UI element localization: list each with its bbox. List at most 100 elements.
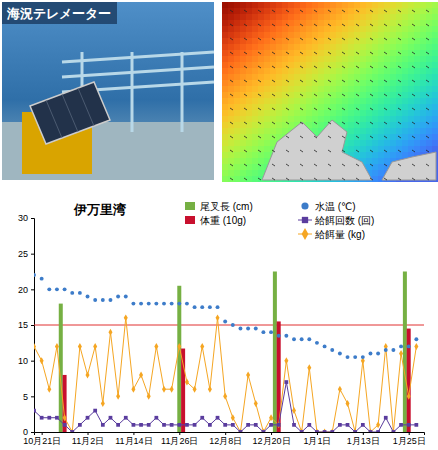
map-arrow bbox=[342, 38, 345, 40]
map-cell bbox=[246, 86, 252, 92]
map-cell bbox=[264, 140, 270, 146]
scatter-point bbox=[223, 319, 227, 323]
map-cell bbox=[426, 44, 432, 50]
map-cell bbox=[228, 116, 234, 122]
map-cell bbox=[264, 50, 270, 56]
map-cell bbox=[222, 122, 228, 128]
map-cell bbox=[348, 92, 354, 98]
map-cell bbox=[366, 110, 372, 116]
map-cell bbox=[246, 14, 252, 20]
map-arrow bbox=[272, 164, 275, 166]
line-marker bbox=[307, 364, 311, 371]
map-cell bbox=[348, 32, 354, 38]
map-arrow bbox=[286, 24, 289, 26]
map-cell bbox=[276, 44, 282, 50]
map-cell bbox=[378, 146, 384, 152]
map-arrow bbox=[314, 122, 317, 124]
map-cell bbox=[240, 2, 246, 8]
map-cell bbox=[264, 128, 270, 134]
map-cell bbox=[354, 146, 360, 152]
line-marker bbox=[208, 386, 212, 393]
legend-label: 尾叉長 (cm) bbox=[200, 201, 253, 212]
map-cell bbox=[234, 158, 240, 164]
line-marker bbox=[185, 423, 189, 427]
map-arrow bbox=[328, 136, 331, 138]
map-cell bbox=[264, 98, 270, 104]
map-cell bbox=[276, 80, 282, 86]
map-cell bbox=[384, 158, 390, 164]
map-cell bbox=[414, 14, 420, 20]
map-arrow bbox=[342, 164, 345, 166]
map-cell bbox=[408, 68, 414, 74]
line-marker bbox=[262, 430, 266, 432]
photo-rail bbox=[62, 52, 214, 62]
line-marker bbox=[200, 416, 204, 420]
map-cell bbox=[408, 92, 414, 98]
map-cell bbox=[378, 122, 384, 128]
map-cell bbox=[306, 14, 312, 20]
line-marker bbox=[154, 416, 158, 420]
legend-item: 尾叉長 (cm) bbox=[185, 201, 253, 212]
map-cell bbox=[258, 170, 264, 176]
map-cell bbox=[414, 56, 420, 62]
map-arrow bbox=[412, 164, 415, 166]
map-cell bbox=[252, 170, 258, 176]
map-cell bbox=[384, 14, 390, 20]
map-cell bbox=[228, 8, 234, 14]
map-cell bbox=[384, 128, 390, 134]
map-cell bbox=[390, 146, 396, 152]
map-cell bbox=[228, 104, 234, 110]
map-arrow bbox=[384, 24, 387, 26]
map-cell bbox=[288, 32, 294, 38]
map-arrow bbox=[244, 122, 247, 124]
map-arrow bbox=[370, 94, 373, 96]
map-cell bbox=[378, 158, 384, 164]
scatter-point bbox=[239, 327, 243, 331]
map-cell bbox=[348, 134, 354, 140]
map-cell bbox=[258, 56, 264, 62]
map-cell bbox=[276, 104, 282, 110]
map-cell bbox=[240, 122, 246, 128]
line-marker bbox=[246, 423, 250, 427]
map-cell bbox=[426, 134, 432, 140]
map-cell bbox=[384, 74, 390, 80]
map-cell bbox=[378, 152, 384, 158]
y-tick: 5 bbox=[23, 392, 34, 402]
photo-panel-grid bbox=[78, 88, 94, 126]
map-cell bbox=[378, 164, 384, 170]
map-cell bbox=[372, 2, 378, 8]
map-cell bbox=[228, 140, 234, 146]
map-cell bbox=[390, 20, 396, 26]
map-cell bbox=[414, 74, 420, 80]
map-cell bbox=[306, 98, 312, 104]
map-cell bbox=[360, 8, 366, 14]
map-cell bbox=[288, 38, 294, 44]
map-cell bbox=[318, 14, 324, 20]
map-cell bbox=[366, 74, 372, 80]
map-cell bbox=[258, 62, 264, 68]
map-cell bbox=[372, 134, 378, 140]
map-cell bbox=[366, 56, 372, 62]
x-tick: 11月2日 bbox=[72, 432, 104, 446]
map-cell bbox=[306, 50, 312, 56]
y-tick: 25 bbox=[18, 249, 34, 259]
map-arrow bbox=[412, 52, 415, 54]
map-cell bbox=[336, 2, 342, 8]
map-cell bbox=[258, 26, 264, 32]
map-cell bbox=[294, 62, 300, 68]
map-arrow bbox=[370, 66, 373, 68]
map-cell bbox=[282, 86, 288, 92]
line-marker bbox=[101, 400, 105, 407]
map-cell bbox=[342, 122, 348, 128]
map-cell bbox=[318, 62, 324, 68]
map-cell bbox=[324, 50, 330, 56]
map-cell bbox=[402, 32, 408, 38]
map-cell bbox=[402, 110, 408, 116]
line-marker bbox=[116, 393, 120, 400]
map-cell bbox=[324, 26, 330, 32]
map-cell bbox=[240, 146, 246, 152]
map-arrow bbox=[342, 150, 345, 152]
map-cell bbox=[354, 32, 360, 38]
map-cell bbox=[432, 98, 438, 104]
map-cell bbox=[228, 74, 234, 80]
